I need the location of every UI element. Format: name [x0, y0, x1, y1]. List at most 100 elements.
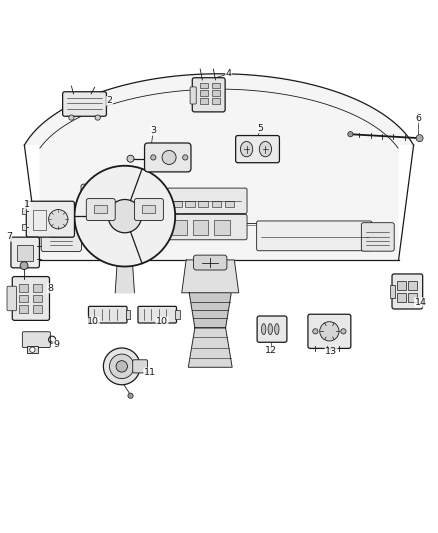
Bar — [212, 83, 220, 88]
Circle shape — [341, 329, 346, 334]
Circle shape — [162, 150, 176, 165]
Circle shape — [116, 361, 127, 372]
Circle shape — [128, 393, 133, 398]
Text: 10: 10 — [156, 317, 168, 326]
Circle shape — [30, 347, 35, 352]
Bar — [212, 91, 220, 96]
Bar — [27, 346, 38, 353]
Bar — [212, 98, 220, 103]
Bar — [175, 310, 180, 319]
Bar — [172, 201, 182, 207]
Polygon shape — [182, 260, 239, 293]
Polygon shape — [188, 328, 232, 367]
Circle shape — [108, 199, 141, 233]
Bar — [225, 201, 234, 207]
Text: 4: 4 — [226, 69, 232, 78]
FancyBboxPatch shape — [12, 277, 49, 320]
Bar — [19, 295, 28, 302]
Bar — [94, 205, 107, 213]
Circle shape — [90, 191, 114, 215]
Bar — [214, 220, 230, 235]
Circle shape — [313, 329, 318, 334]
FancyBboxPatch shape — [26, 201, 74, 237]
FancyBboxPatch shape — [167, 188, 247, 214]
FancyBboxPatch shape — [81, 184, 153, 221]
Bar — [390, 285, 395, 298]
Text: 5: 5 — [258, 124, 264, 133]
Circle shape — [121, 191, 146, 215]
FancyBboxPatch shape — [236, 135, 279, 163]
Bar — [193, 220, 208, 235]
Bar — [408, 280, 417, 290]
FancyBboxPatch shape — [392, 274, 423, 309]
Bar — [185, 201, 195, 207]
FancyBboxPatch shape — [361, 223, 394, 251]
FancyBboxPatch shape — [133, 360, 148, 373]
Bar — [19, 284, 28, 292]
Bar — [33, 284, 42, 292]
Circle shape — [320, 322, 339, 341]
Bar — [200, 98, 208, 103]
Text: 1: 1 — [24, 200, 30, 209]
Bar — [200, 83, 208, 88]
Bar — [397, 280, 406, 290]
Bar — [22, 224, 26, 230]
Circle shape — [183, 155, 188, 160]
Circle shape — [348, 132, 353, 137]
Circle shape — [95, 115, 100, 120]
Bar — [33, 305, 42, 313]
Circle shape — [127, 155, 134, 162]
FancyBboxPatch shape — [7, 286, 17, 311]
Circle shape — [103, 348, 140, 385]
Bar — [200, 91, 208, 96]
Bar — [212, 201, 221, 207]
Bar — [198, 201, 208, 207]
Polygon shape — [189, 293, 231, 328]
Circle shape — [49, 209, 68, 229]
FancyBboxPatch shape — [194, 255, 227, 270]
Circle shape — [151, 155, 156, 160]
FancyBboxPatch shape — [257, 221, 372, 251]
Bar — [126, 310, 130, 319]
Text: 14: 14 — [414, 298, 427, 307]
FancyBboxPatch shape — [134, 199, 163, 221]
FancyBboxPatch shape — [41, 222, 81, 252]
FancyBboxPatch shape — [190, 87, 196, 104]
FancyBboxPatch shape — [63, 92, 106, 116]
Bar — [19, 305, 28, 313]
Text: 6: 6 — [415, 114, 421, 123]
FancyBboxPatch shape — [167, 214, 247, 240]
Bar — [397, 293, 406, 302]
FancyBboxPatch shape — [138, 306, 177, 323]
Text: 2: 2 — [106, 96, 113, 106]
Ellipse shape — [259, 141, 272, 157]
Text: 10: 10 — [87, 317, 99, 326]
Text: 7: 7 — [6, 232, 12, 241]
Text: 9: 9 — [53, 340, 59, 349]
Circle shape — [20, 262, 28, 270]
Ellipse shape — [261, 324, 266, 335]
Circle shape — [69, 115, 74, 120]
Circle shape — [110, 354, 134, 378]
Ellipse shape — [275, 324, 279, 335]
FancyBboxPatch shape — [86, 199, 115, 221]
FancyBboxPatch shape — [22, 332, 50, 348]
FancyBboxPatch shape — [88, 306, 127, 323]
FancyBboxPatch shape — [257, 316, 287, 342]
Bar — [172, 220, 187, 235]
Circle shape — [74, 166, 175, 266]
FancyBboxPatch shape — [308, 314, 351, 349]
Bar — [22, 208, 26, 214]
FancyBboxPatch shape — [145, 143, 191, 172]
Text: 13: 13 — [325, 348, 337, 357]
Bar — [142, 205, 155, 213]
Bar — [33, 209, 46, 230]
Bar — [17, 245, 33, 261]
Text: 8: 8 — [47, 284, 53, 293]
FancyBboxPatch shape — [192, 78, 225, 112]
Text: 11: 11 — [144, 368, 156, 377]
FancyBboxPatch shape — [11, 237, 39, 268]
Text: 12: 12 — [265, 346, 277, 355]
Ellipse shape — [240, 141, 253, 157]
Circle shape — [416, 135, 423, 142]
